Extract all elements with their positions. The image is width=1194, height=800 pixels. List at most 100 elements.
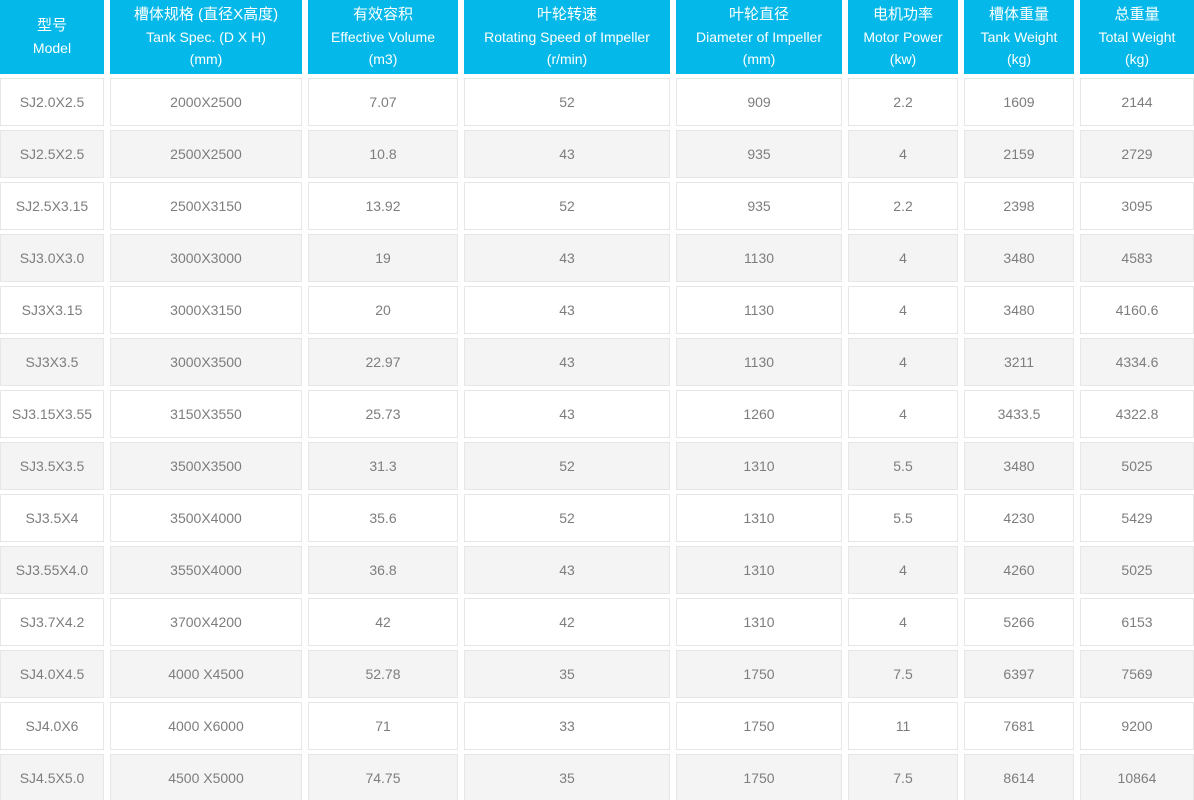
table-cell: 3700X4200	[110, 598, 302, 646]
table-cell: 5.5	[848, 494, 958, 542]
table-cell: SJ3.5X3.5	[0, 442, 104, 490]
table-cell: 74.75	[308, 754, 458, 800]
header-label-en: Tank Spec. (D X H)	[146, 29, 266, 45]
header-label-en: Motor Power	[863, 29, 943, 45]
table-cell: 36.8	[308, 546, 458, 594]
table-cell: 4500 X5000	[110, 754, 302, 800]
table-cell: 1260	[676, 390, 842, 438]
table-cell: 909	[676, 78, 842, 126]
table-cell: SJ3.7X4.2	[0, 598, 104, 646]
table-cell: 3433.5	[964, 390, 1074, 438]
table-cell: 10864	[1080, 754, 1194, 800]
header-label-zh: 电机功率	[872, 6, 933, 23]
table-cell: 7.07	[308, 78, 458, 126]
table-cell: 31.3	[308, 442, 458, 490]
table-cell: SJ3.15X3.55	[0, 390, 104, 438]
table-cell: 5025	[1080, 442, 1194, 490]
header-label-unit: (mm)	[189, 51, 223, 67]
table-cell: 10.8	[308, 130, 458, 178]
table-cell: 7.5	[848, 754, 958, 800]
table-cell: 3480	[964, 234, 1074, 282]
table-cell: 43	[464, 130, 670, 178]
table-cell: SJ2.5X2.5	[0, 130, 104, 178]
column-header-tank-spec: 槽体规格 (直径X高度) Tank Spec. (D X H) (mm)	[110, 0, 302, 74]
table-row: SJ3.5X4 3500X4000 35.6 52 1310 5.5 4230 5429	[0, 494, 1194, 542]
table-cell: 4160.6	[1080, 286, 1194, 334]
table-cell: 6397	[964, 650, 1074, 698]
table-cell: 4	[848, 234, 958, 282]
table-cell: 1130	[676, 234, 842, 282]
table-cell: 2398	[964, 182, 1074, 230]
header-label-en: Rotating Speed of Impeller	[484, 29, 650, 45]
header-label-zh: 有效容积	[352, 6, 413, 23]
table-cell: 1750	[676, 650, 842, 698]
header-label-en: Model	[32, 40, 72, 56]
table-cell: 7681	[964, 702, 1074, 750]
table-cell: 22.97	[308, 338, 458, 386]
table-cell: 2159	[964, 130, 1074, 178]
table-cell: 2729	[1080, 130, 1194, 178]
table-cell: 2500X2500	[110, 130, 302, 178]
header-label-unit: (kg)	[1006, 51, 1032, 67]
table-cell: 3550X4000	[110, 546, 302, 594]
table-cell: 35	[464, 754, 670, 800]
table-cell: SJ4.0X6	[0, 702, 104, 750]
table-cell: 2000X2500	[110, 78, 302, 126]
table-cell: 1310	[676, 546, 842, 594]
table-row: SJ2.5X2.5 2500X2500 10.8 43 935 4 2159 2729	[0, 130, 1194, 178]
header-row: 型号 Model 槽体规格 (直径X高度) Tank Spec. (D X H)…	[0, 0, 1194, 74]
table-cell: 3000X3500	[110, 338, 302, 386]
table-cell: 33	[464, 702, 670, 750]
table-cell: 20	[308, 286, 458, 334]
table-cell: 7569	[1080, 650, 1194, 698]
table-cell: SJ3.0X3.0	[0, 234, 104, 282]
header-label-unit: (m3)	[368, 51, 398, 67]
table-cell: 4	[848, 598, 958, 646]
column-header-tank-weight: 槽体重量 Tank Weight (kg)	[964, 0, 1074, 74]
table-cell: 43	[464, 234, 670, 282]
table-cell: 3500X4000	[110, 494, 302, 542]
table-cell: 13.92	[308, 182, 458, 230]
column-header-model: 型号 Model	[0, 0, 104, 74]
table-cell: 2.2	[848, 182, 958, 230]
table-cell: 52	[464, 442, 670, 490]
table-cell: 1609	[964, 78, 1074, 126]
table-cell: 4334.6	[1080, 338, 1194, 386]
table-cell: 6153	[1080, 598, 1194, 646]
column-header-rotating-speed: 叶轮转速 Rotating Speed of Impeller (r/min)	[464, 0, 670, 74]
table-cell: 5429	[1080, 494, 1194, 542]
table-cell: 25.73	[308, 390, 458, 438]
column-header-total-weight: 总重量 Total Weight (kg)	[1080, 0, 1194, 74]
table-cell: SJ3.5X4	[0, 494, 104, 542]
table-cell: 42	[308, 598, 458, 646]
table-cell: 4583	[1080, 234, 1194, 282]
header-label-zh: 总重量	[1114, 6, 1160, 23]
table-cell: 43	[464, 546, 670, 594]
header-label-en: Tank Weight	[980, 29, 1058, 45]
table-body: SJ2.0X2.5 2000X2500 7.07 52 909 2.2 1609 2144 SJ…	[0, 78, 1194, 800]
table-row: SJ2.5X3.15 2500X3150 13.92 52 935 2.2 2398 3095	[0, 182, 1194, 230]
table-row: SJ3.55X4.0 3550X4000 36.8 43 1310 4 4260 5025	[0, 546, 1194, 594]
table-cell: 35.6	[308, 494, 458, 542]
table-row: SJ3.15X3.55 3150X3550 25.73 43 1260 4 3433.5 43…	[0, 390, 1194, 438]
table-cell: 3095	[1080, 182, 1194, 230]
table-cell: 52	[464, 78, 670, 126]
column-header-impeller-diameter: 叶轮直径 Diameter of Impeller (mm)	[676, 0, 842, 74]
table-header: 型号 Model 槽体规格 (直径X高度) Tank Spec. (D X H)…	[0, 0, 1194, 74]
table-cell: 71	[308, 702, 458, 750]
table-row: SJ3.5X3.5 3500X3500 31.3 52 1310 5.5 3480 5025	[0, 442, 1194, 490]
table-cell: 1130	[676, 286, 842, 334]
table-row: SJ3X3.5 3000X3500 22.97 43 1130 4 3211 4334.6	[0, 338, 1194, 386]
table-cell: 4322.8	[1080, 390, 1194, 438]
header-label-en: Total Weight	[1098, 29, 1176, 45]
table-cell: 3480	[964, 442, 1074, 490]
table-cell: 52	[464, 494, 670, 542]
header-label-unit: (r/min)	[546, 51, 588, 67]
header-label-zh: 槽体规格 (直径X高度)	[133, 6, 279, 23]
header-label-zh: 槽体重量	[988, 6, 1049, 23]
table-cell: 1750	[676, 702, 842, 750]
header-label-unit: (kw)	[889, 51, 917, 67]
header-label-zh: 叶轮转速	[536, 6, 597, 23]
